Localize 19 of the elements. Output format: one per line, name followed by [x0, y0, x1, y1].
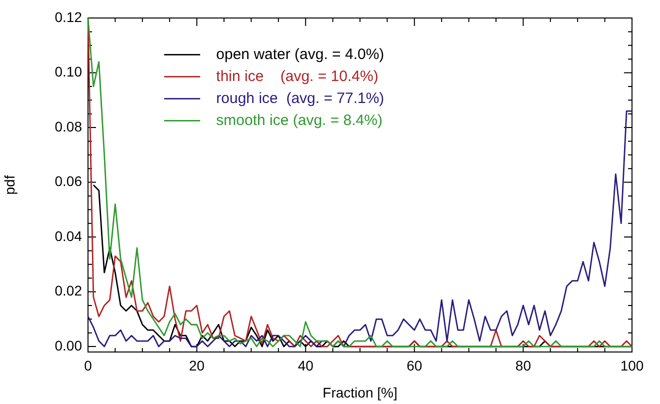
x-tick-label: 20	[189, 357, 205, 374]
x-tick-label: 100	[620, 357, 644, 374]
x-tick-label: 80	[515, 357, 532, 374]
x-axis-title: Fraction [%]	[322, 384, 398, 400]
legend-label: rough ice (avg. = 77.1%)	[216, 90, 384, 107]
y-tick-label: 0.06	[54, 173, 82, 190]
y-axis-title: pdf	[1, 175, 18, 195]
y-tick-label: 0.00	[54, 337, 82, 354]
y-tick-label: 0.04	[54, 228, 82, 244]
legend-label: smooth ice (avg. = 8.4%)	[216, 112, 382, 129]
x-tick-label: 0	[84, 357, 92, 374]
y-tick-label: 0.12	[54, 8, 82, 25]
legend-label: open water (avg. = 4.0%)	[216, 46, 384, 63]
x-tick-label: 40	[298, 357, 314, 374]
y-tick-label: 0.02	[54, 282, 82, 299]
y-tick-label: 0.10	[54, 64, 82, 80]
x-tick-label: 60	[406, 357, 422, 374]
legend-label: thin ice (avg. = 10.4%)	[216, 68, 378, 85]
y-tick-label: 0.08	[54, 118, 82, 134]
